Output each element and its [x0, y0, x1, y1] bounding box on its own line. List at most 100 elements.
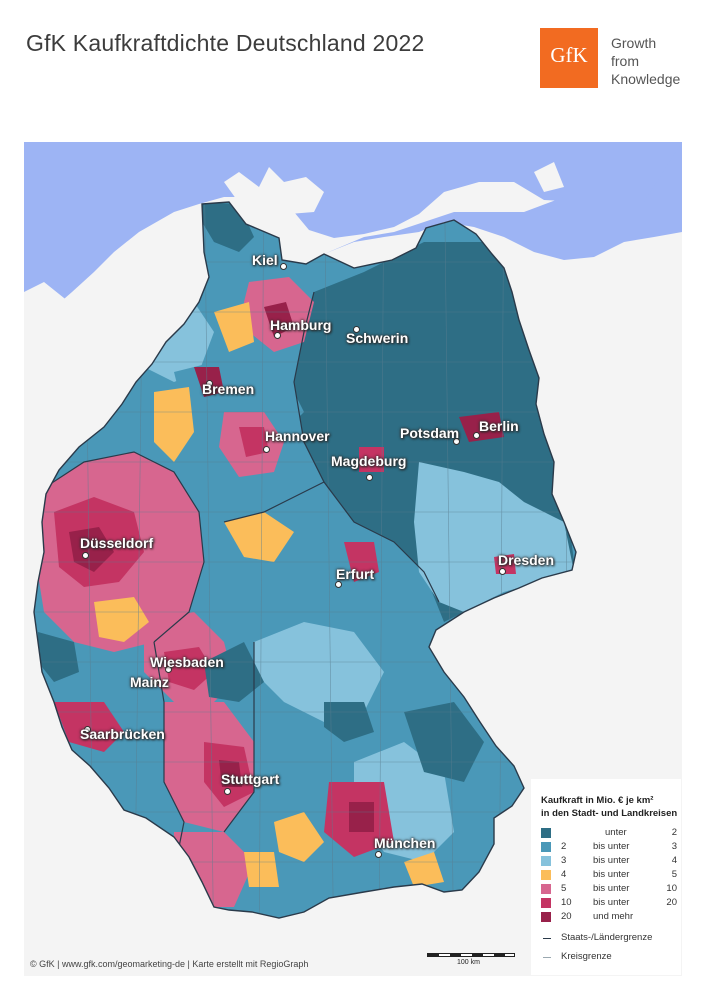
legend-title-line-1: Kaufkraft in Mio. € je km² [541, 795, 654, 806]
city-dot-dresden [499, 568, 506, 575]
region-hamburg-ring [214, 302, 254, 352]
baltic-sea [324, 142, 682, 260]
legend-title: Kaufkraft in Mio. € je km² in den Stadt-… [541, 794, 681, 820]
gfk-logo-text: GfK [550, 43, 588, 67]
city-label-potsdam: Potsdam [400, 425, 460, 441]
logo-tagline: Growth from Knowledge [611, 34, 680, 88]
city-label-bremen: Bremen [202, 381, 255, 397]
map-canvas [24, 142, 682, 976]
city-label-wiesbaden: Wiesbaden [150, 654, 224, 670]
legend-state-line [543, 938, 551, 939]
legend-between-6: bis unter [593, 897, 630, 908]
danish-island [534, 162, 564, 192]
legend-between-3: bis unter [593, 855, 630, 866]
region-hamburg-core [264, 302, 294, 337]
tagline-line-1: Growth [611, 35, 657, 51]
legend-to-2: 3 [671, 841, 677, 852]
city-dot-duesseldorf [82, 552, 89, 559]
germany-outline [33, 201, 577, 919]
city-dot-bremen [206, 380, 213, 387]
north-sea [24, 142, 682, 322]
region-hannover-core [239, 427, 269, 457]
region-allgaeu [274, 812, 324, 862]
legend-between-5: bis unter [593, 883, 630, 894]
legend-district-line [543, 957, 551, 958]
legend-row-4: 4 bis unter 5 [541, 869, 681, 881]
region-duesseldorf-core [69, 527, 114, 572]
region-saxony [414, 462, 574, 612]
gfk-logo: GfK [540, 28, 598, 88]
legend-row-7: 20 und mehr [541, 911, 681, 923]
legend-from-6: 10 [561, 897, 572, 908]
city-dot-magdeburg [366, 474, 373, 481]
city-label-hamburg: Hamburg [270, 317, 332, 333]
legend-row-1: unter 2 [541, 827, 681, 839]
map-title: GfK Kaufkraftdichte Deutschland 2022 [26, 30, 425, 56]
legend-from-3: 3 [561, 855, 567, 866]
city-dot-mainz [152, 679, 159, 686]
city-dot-muenchen [375, 851, 382, 858]
legend-to-4: 5 [671, 869, 677, 880]
city-label-dresden: Dresden [498, 552, 555, 568]
legend-state-label: Staats-/Ländergrenze [561, 932, 653, 943]
legend-title-line-2: in den Stadt- und Landkreisen [541, 808, 678, 819]
scale-label: 100 km [457, 959, 480, 966]
legend-from-7: 20 [561, 911, 572, 922]
region-magdeburg [359, 447, 384, 472]
city-dot-kiel [280, 263, 287, 270]
city-label-stuttgart: Stuttgart [221, 771, 280, 787]
legend-swatch-6 [541, 898, 551, 908]
region-koblenz [94, 597, 149, 642]
legend-from-2: 2 [561, 841, 567, 852]
legend-swatch-3 [541, 856, 551, 866]
region-frankfurt [164, 647, 214, 690]
legend-row-5: 5 bis unter 10 [541, 883, 681, 895]
legend-to-3: 4 [671, 855, 677, 866]
legend-between-1: unter [605, 827, 627, 838]
region-bodensee [244, 852, 279, 887]
legend-between-2: bis unter [593, 841, 630, 852]
legend-to-5: 10 [666, 883, 677, 894]
city-dot-schwerin [353, 326, 360, 333]
legend-row-6: 10 bis unter 20 [541, 897, 681, 909]
legend-swatch-4 [541, 870, 551, 880]
city-dot-stuttgart [224, 788, 231, 795]
city-label-duesseldorf: Düsseldorf [80, 535, 154, 551]
city-label-magdeburg: Magdeburg [331, 453, 407, 469]
city-label-mainz: Mainz [130, 674, 169, 690]
legend-from-5: 5 [561, 883, 567, 894]
city-label-hannover: Hannover [265, 428, 330, 444]
legend-from-4: 4 [561, 869, 567, 880]
legend-swatch-2 [541, 842, 551, 852]
city-label-erfurt: Erfurt [336, 566, 375, 582]
region-berchtesgaden [404, 852, 444, 887]
danish-land [224, 167, 324, 214]
region-osnabrueck [154, 387, 194, 462]
legend-to-1: 2 [671, 827, 677, 838]
region-munich-core [349, 802, 374, 832]
tagline-line-3: Knowledge [611, 71, 681, 87]
legend-between-4: bis unter [593, 869, 630, 880]
legend-between-7: und mehr [593, 911, 634, 922]
city-label-muenchen: München [374, 835, 436, 851]
tagline-line-2: from [611, 53, 639, 69]
city-label-schwerin: Schwerin [346, 330, 409, 346]
city-dot-wiesbaden [165, 666, 172, 673]
region-berlin [459, 412, 504, 442]
city-dot-hannover [263, 446, 270, 453]
city-dot-erfurt [335, 581, 342, 588]
region-franconia [254, 622, 384, 722]
map-legend: Kaufkraft in Mio. € je km² in den Stadt-… [531, 779, 681, 975]
city-label-berlin: Berlin [479, 418, 519, 434]
legend-swatch-7 [541, 912, 551, 922]
legend-row-2: 2 bis unter 3 [541, 841, 681, 853]
legend-to-6: 20 [666, 897, 677, 908]
district-borders [34, 202, 576, 918]
netherlands-coast [24, 282, 69, 352]
legend-swatch-5 [541, 884, 551, 894]
legend-row-3: 3 bis unter 4 [541, 855, 681, 867]
region-kassel [224, 512, 294, 562]
region-spessart [204, 642, 264, 702]
legend-swatch-1 [541, 828, 551, 838]
region-eifel [38, 632, 79, 682]
